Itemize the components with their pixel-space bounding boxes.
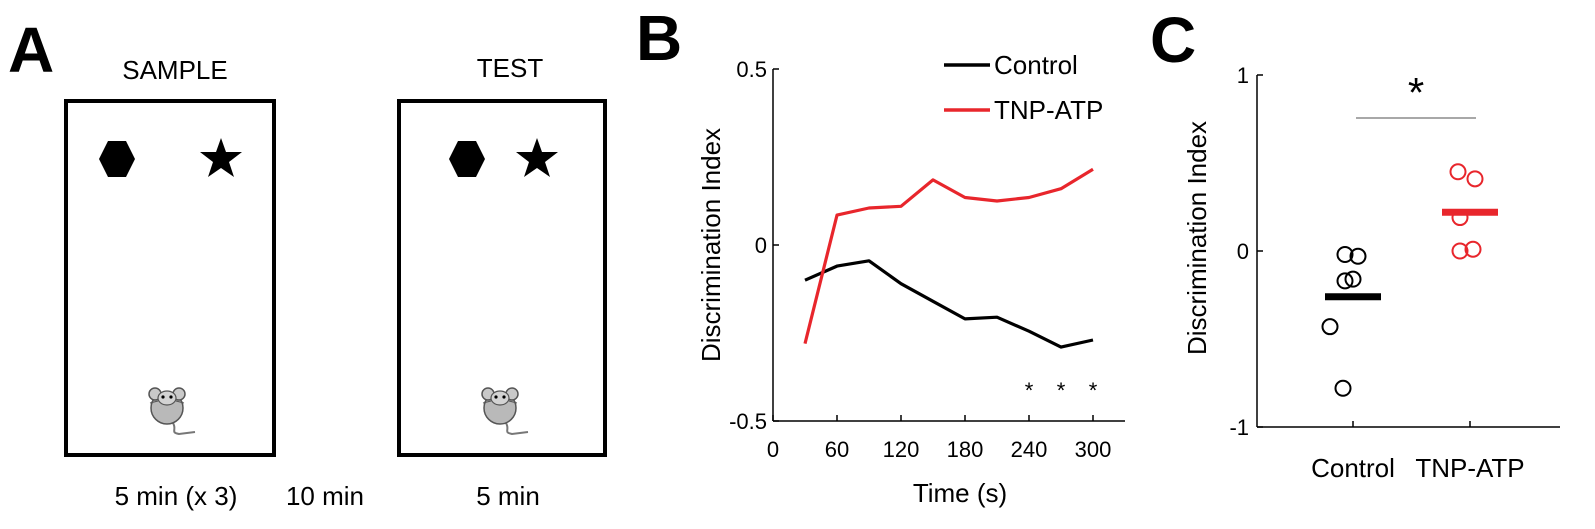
significance-marker: * xyxy=(1408,69,1424,116)
significance-asterisk: * xyxy=(1025,378,1034,403)
b-series xyxy=(803,167,1094,349)
b-y-tick-label: -0.5 xyxy=(729,409,767,434)
data-point-control xyxy=(1349,247,1367,265)
c-points xyxy=(1321,163,1498,397)
data-point-control xyxy=(1321,318,1339,336)
data-point-control xyxy=(1336,272,1354,290)
significance-asterisk: * xyxy=(1057,378,1066,403)
panel-a: A SAMPLE TEST xyxy=(8,14,607,511)
b-x-tick-label: 180 xyxy=(947,437,984,462)
hexagon-icon xyxy=(449,141,485,177)
b-legend: Control TNP-ATP xyxy=(944,50,1103,125)
panel-c: C -1 0 1 Control TNP-ATP Discrimination Ind… xyxy=(1150,4,1560,483)
mouse-icon xyxy=(148,387,196,436)
c-y-axis-label: Discrimination Index xyxy=(1182,121,1212,355)
c-x-ticks: Control TNP-ATP xyxy=(1311,421,1525,483)
data-point-tnp-atp xyxy=(1449,163,1467,181)
panel-label-a: A xyxy=(8,14,54,86)
c-category-label: Control xyxy=(1311,453,1395,483)
c-category-label: TNP-ATP xyxy=(1415,453,1524,483)
b-y-ticks: -0.5 0 0.5 xyxy=(729,57,779,434)
mouse-icon xyxy=(481,387,529,436)
test-title: TEST xyxy=(477,53,544,83)
test-duration: 5 min xyxy=(476,481,540,511)
data-point-control xyxy=(1336,246,1354,264)
panel-label-b: B xyxy=(636,2,682,74)
data-point-tnp-atp xyxy=(1466,170,1484,188)
b-x-tick-label: 120 xyxy=(883,437,920,462)
panel-b: B -0.500.5 0 60 120 180 240 300 Discriminatio… xyxy=(636,2,1125,508)
data-point-control xyxy=(1344,270,1362,288)
interval-duration: 10 min xyxy=(286,481,364,511)
b-annotations: * * * xyxy=(1025,378,1098,403)
c-y-tick-label: -1 xyxy=(1229,415,1249,440)
data-point-tnp-atp xyxy=(1464,240,1482,258)
b-x-tick-label: 240 xyxy=(1011,437,1048,462)
b-y-axis-label: Discrimination Index xyxy=(696,128,726,362)
sample-arena xyxy=(64,99,276,457)
panel-label-c: C xyxy=(1150,4,1196,76)
significance-asterisk: * xyxy=(1089,378,1098,403)
hexagon-icon xyxy=(99,141,135,177)
star-icon xyxy=(200,138,242,177)
b-x-tick-label: 60 xyxy=(825,437,849,462)
b-x-ticks: 0 60 120 180 240 300 xyxy=(767,415,1111,462)
b-y-tick-label: 0 xyxy=(755,233,767,258)
c-y-ticks: -1 0 1 xyxy=(1229,63,1263,440)
c-y-tick-label: 1 xyxy=(1237,63,1249,88)
sample-title: SAMPLE xyxy=(122,55,228,85)
series-line-control xyxy=(804,259,1094,349)
b-x-tick-label: 300 xyxy=(1075,437,1112,462)
sample-duration: 5 min (x 3) xyxy=(115,481,238,511)
b-y-tick-label: 0.5 xyxy=(736,57,767,82)
star-icon xyxy=(516,138,558,177)
legend-label-control: Control xyxy=(994,50,1078,80)
b-x-axis-label: Time (s) xyxy=(913,478,1007,508)
series-line-tnp-atp xyxy=(803,167,1094,344)
b-x-tick-label: 0 xyxy=(767,437,779,462)
legend-label-tnp: TNP-ATP xyxy=(994,95,1103,125)
test-arena xyxy=(397,99,607,457)
data-point-control xyxy=(1334,379,1352,397)
data-point-tnp-atp xyxy=(1451,242,1469,260)
c-y-tick-label: 0 xyxy=(1237,239,1249,264)
